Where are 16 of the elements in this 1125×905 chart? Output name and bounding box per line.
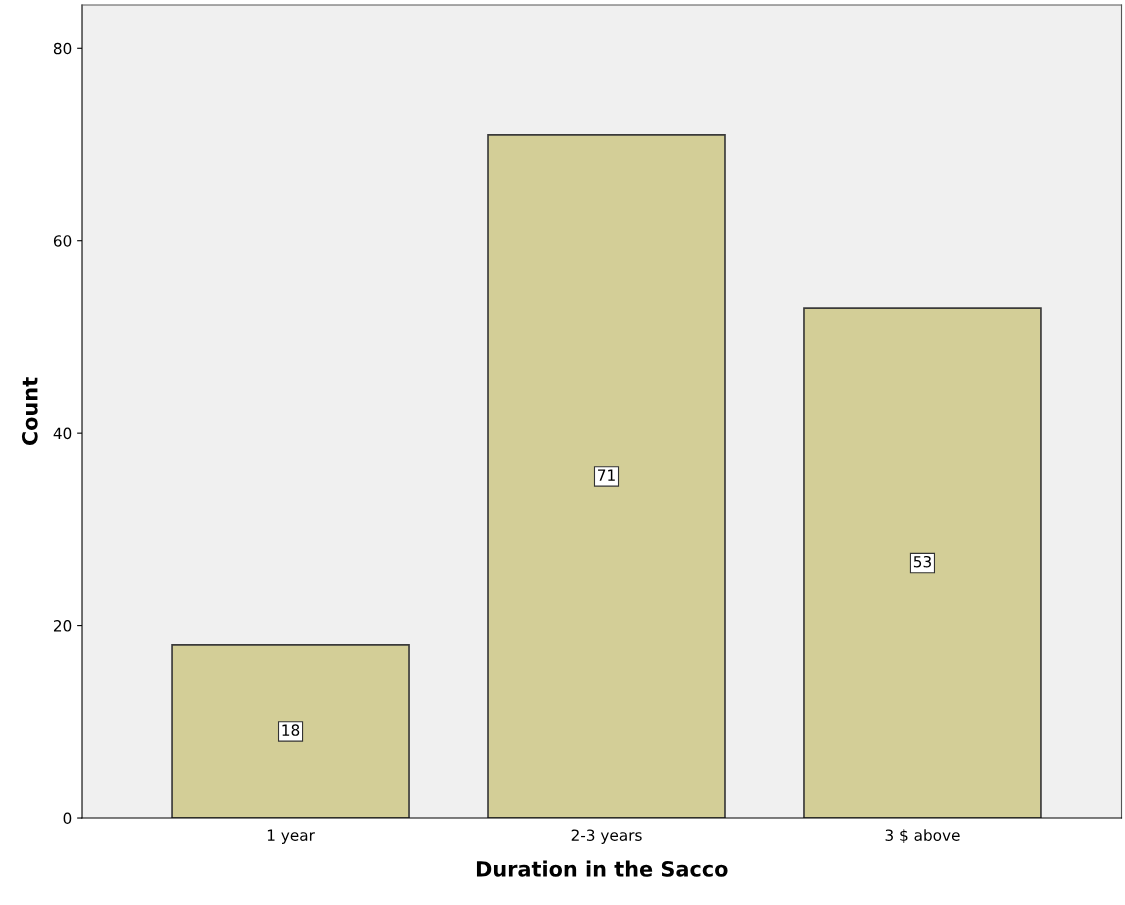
x-tick-label: 3 $ above <box>885 829 960 843</box>
bar <box>803 307 1042 819</box>
y-tick-label: 40 <box>53 427 72 440</box>
bar <box>487 134 726 819</box>
y-tick-label: 80 <box>53 42 72 55</box>
bar <box>171 644 410 819</box>
data-label: 18 <box>282 724 300 736</box>
y-tick-label: 60 <box>53 235 72 247</box>
y-tick-label: 20 <box>53 620 72 632</box>
y-tick-label: 0 <box>63 812 72 825</box>
x-axis-title: Duration in the Sacco <box>476 860 728 877</box>
data-label: 71 <box>598 469 615 481</box>
x-tick-label: 1 year <box>267 829 315 844</box>
y-axis-title: Count <box>21 377 38 446</box>
data-label: 53 <box>913 555 931 568</box>
x-tick-label: 2-3 years <box>571 829 642 844</box>
